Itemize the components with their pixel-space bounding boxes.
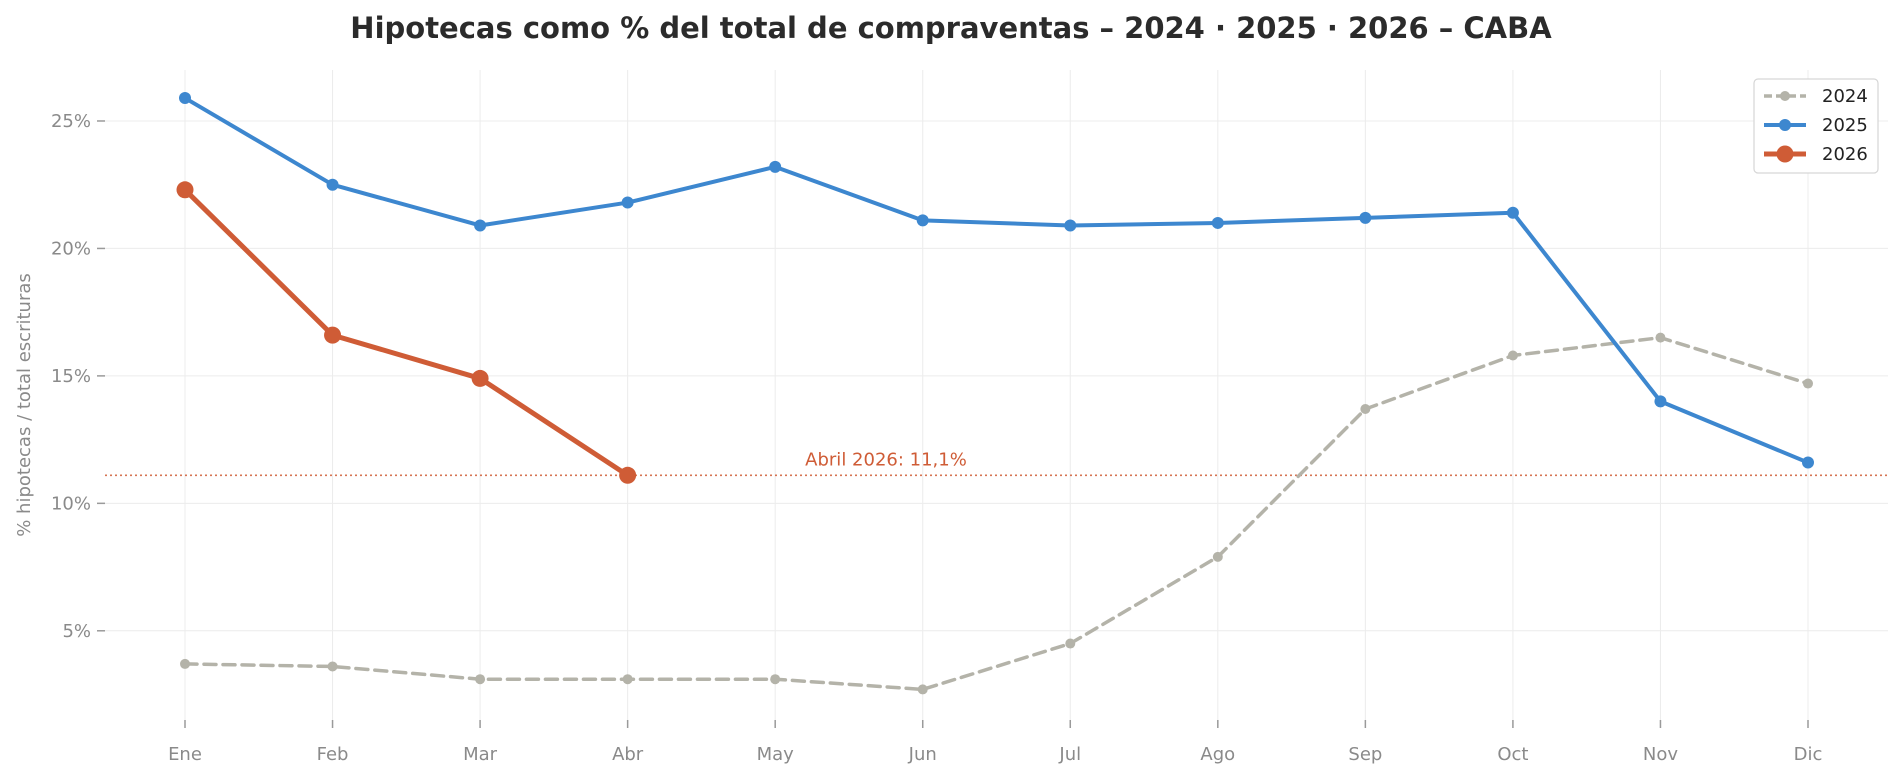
- legend-label-2024: 2024: [1822, 86, 1868, 107]
- x-axis-ticks: Ene Feb Mar Abr May Jun Jul Ago Sep Oct Nov Dic: [168, 720, 1822, 765]
- series-2024: [180, 332, 1813, 695]
- data-point: [324, 326, 342, 344]
- x-tick-label: Ago: [1200, 744, 1235, 765]
- series-line-2024: [183, 335, 1810, 692]
- data-point: [1212, 551, 1223, 562]
- data-point: [1360, 404, 1371, 415]
- data-point: [917, 684, 928, 695]
- x-tick-label: Oct: [1497, 744, 1528, 765]
- y-tick-label: 25%: [51, 111, 91, 132]
- y-tick-label: 5%: [62, 621, 91, 642]
- data-point: [770, 674, 781, 685]
- data-point: [622, 674, 633, 685]
- legend-marker-2026: [1776, 145, 1794, 163]
- data-point: [475, 674, 486, 685]
- data-point: [180, 658, 190, 669]
- x-tick-label: Nov: [1643, 744, 1678, 765]
- series-line-2026: [182, 187, 631, 478]
- data-point: [327, 661, 338, 672]
- x-tick-label: Dic: [1794, 744, 1823, 765]
- y-tick-label: 20%: [51, 238, 91, 259]
- x-tick-label: Ene: [168, 744, 202, 765]
- series-2025: [179, 92, 1814, 469]
- legend-label-2025: 2025: [1822, 115, 1868, 136]
- legend-marker-2025: [1779, 119, 1791, 131]
- data-point: [916, 214, 929, 227]
- annotation-label: Abril 2026: 11,1%: [805, 449, 967, 470]
- y-tick-label: 15%: [51, 366, 91, 387]
- data-point: [1064, 219, 1077, 232]
- x-tick-label: Feb: [317, 744, 349, 765]
- data-point: [176, 181, 194, 199]
- data-point: [1211, 216, 1224, 229]
- data-point: [1802, 456, 1814, 469]
- data-point: [769, 160, 782, 173]
- chart-title: Hipotecas como % del total de compravent…: [350, 11, 1552, 45]
- x-tick-label: Jun: [908, 744, 937, 765]
- data-point: [1065, 638, 1076, 649]
- x-tick-label: Mar: [463, 744, 498, 765]
- data-point: [474, 219, 487, 232]
- data-point: [619, 466, 637, 484]
- x-tick-label: May: [757, 744, 795, 765]
- legend-marker-2024: [1780, 91, 1790, 101]
- data-point: [1803, 378, 1813, 389]
- data-point: [1654, 395, 1667, 408]
- y-tick-label: 10%: [51, 493, 91, 514]
- grid: [105, 70, 1888, 720]
- data-point: [179, 92, 191, 105]
- data-point: [326, 178, 339, 191]
- series-line-2025: [183, 96, 1810, 465]
- y-axis-ticks: 5% 10% 15% 20% 25%: [51, 111, 105, 642]
- series-layer: [176, 92, 1814, 695]
- x-tick-label: Jul: [1058, 744, 1081, 765]
- data-point: [471, 369, 489, 387]
- series-2026: [176, 181, 637, 484]
- legend: 2024 2025 2026: [1753, 78, 1879, 174]
- x-tick-label: Abr: [612, 744, 644, 765]
- data-point: [1507, 350, 1518, 361]
- data-point: [1359, 211, 1372, 224]
- x-tick-label: Sep: [1348, 744, 1382, 765]
- data-point: [621, 196, 634, 209]
- legend-label-2026: 2026: [1822, 144, 1868, 165]
- data-point: [1506, 206, 1519, 219]
- data-point: [1655, 332, 1666, 343]
- y-axis-label: % hipotecas / total escrituras: [14, 273, 35, 537]
